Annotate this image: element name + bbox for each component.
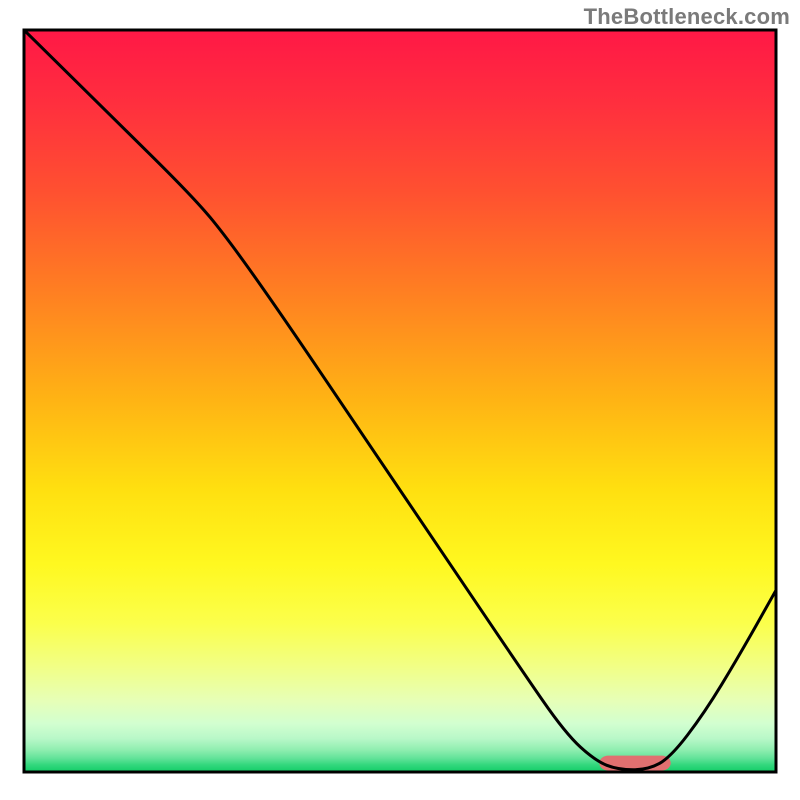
watermark-text: TheBottleneck.com bbox=[584, 4, 790, 30]
chart-container: TheBottleneck.com bbox=[0, 0, 800, 800]
bottleneck-chart bbox=[0, 0, 800, 800]
